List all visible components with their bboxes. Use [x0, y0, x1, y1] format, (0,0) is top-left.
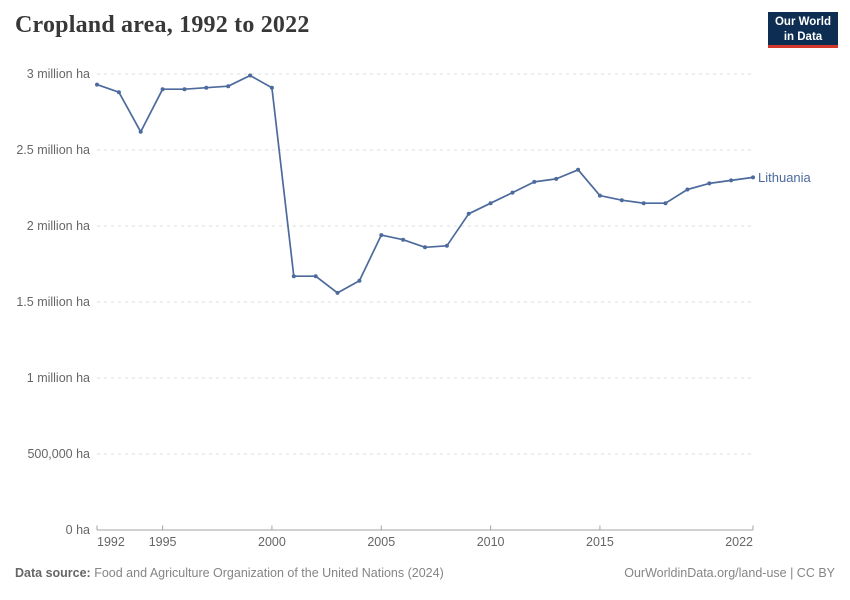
- data-point[interactable]: [444, 243, 449, 248]
- x-axis-tick-label: 2005: [367, 535, 395, 549]
- series-line-lithuania[interactable]: [96, 74, 754, 294]
- data-point[interactable]: [663, 201, 668, 206]
- data-point[interactable]: [423, 245, 427, 250]
- data-point[interactable]: [597, 193, 602, 198]
- data-source: Data source: Food and Agriculture Organi…: [15, 566, 444, 580]
- x-axis-tick-label: 1995: [149, 535, 177, 549]
- y-axis-tick-label: 500,000 ha: [27, 447, 90, 461]
- data-point[interactable]: [510, 190, 515, 195]
- data-point[interactable]: [335, 290, 340, 295]
- y-axis-tick-label: 0 ha: [66, 523, 90, 537]
- data-point[interactable]: [269, 85, 274, 90]
- data-source-label: Data source:: [15, 566, 91, 580]
- data-point[interactable]: [226, 84, 231, 89]
- data-point[interactable]: [160, 87, 165, 92]
- data-point[interactable]: [95, 82, 99, 87]
- y-axis-tick-label: 1 million ha: [27, 371, 90, 385]
- data-point[interactable]: [554, 176, 559, 181]
- data-point[interactable]: [116, 90, 121, 95]
- data-point[interactable]: [401, 237, 406, 242]
- data-point[interactable]: [576, 167, 581, 172]
- data-point[interactable]: [204, 85, 209, 90]
- data-point[interactable]: [291, 274, 296, 279]
- series-label-lithuania[interactable]: Lithuania: [758, 170, 812, 185]
- data-point[interactable]: [248, 73, 253, 78]
- data-point[interactable]: [641, 201, 646, 206]
- data-point[interactable]: [357, 278, 362, 283]
- chart-title: Cropland area, 1992 to 2022: [15, 12, 310, 38]
- data-point[interactable]: [751, 175, 755, 180]
- y-axis-tick-label: 3 million ha: [27, 67, 90, 81]
- y-axis-tick-label: 1.5 million ha: [16, 295, 90, 309]
- data-point[interactable]: [532, 179, 537, 184]
- x-axis-tick-label: 2010: [477, 535, 505, 549]
- data-point[interactable]: [488, 201, 493, 206]
- x-axis-tick-label: 1992: [97, 535, 125, 549]
- y-axis-tick-label: 2 million ha: [27, 219, 90, 233]
- x-axis-tick-label: 2022: [725, 535, 753, 549]
- data-source-text: Food and Agriculture Organization of the…: [94, 566, 444, 580]
- footer-link[interactable]: OurWorldinData.org/land-use | CC BY: [624, 566, 835, 580]
- data-point[interactable]: [379, 233, 384, 238]
- footer: Data source: Food and Agriculture Organi…: [0, 566, 850, 588]
- data-point[interactable]: [313, 274, 318, 279]
- data-point[interactable]: [182, 87, 187, 92]
- x-axis-tick-label: 2015: [586, 535, 614, 549]
- owid-logo[interactable]: Our World in Data: [768, 12, 838, 48]
- data-point[interactable]: [619, 198, 624, 203]
- y-axis-tick-label: 2.5 million ha: [16, 143, 90, 157]
- data-point[interactable]: [138, 129, 143, 134]
- owid-logo-line1: Our World: [774, 16, 831, 28]
- data-point[interactable]: [729, 178, 734, 183]
- owid-logo-line2: in Data: [783, 30, 823, 43]
- data-point[interactable]: [685, 187, 690, 192]
- data-point[interactable]: [466, 211, 471, 216]
- data-point[interactable]: [707, 181, 712, 186]
- x-axis-tick-label: 2000: [258, 535, 286, 549]
